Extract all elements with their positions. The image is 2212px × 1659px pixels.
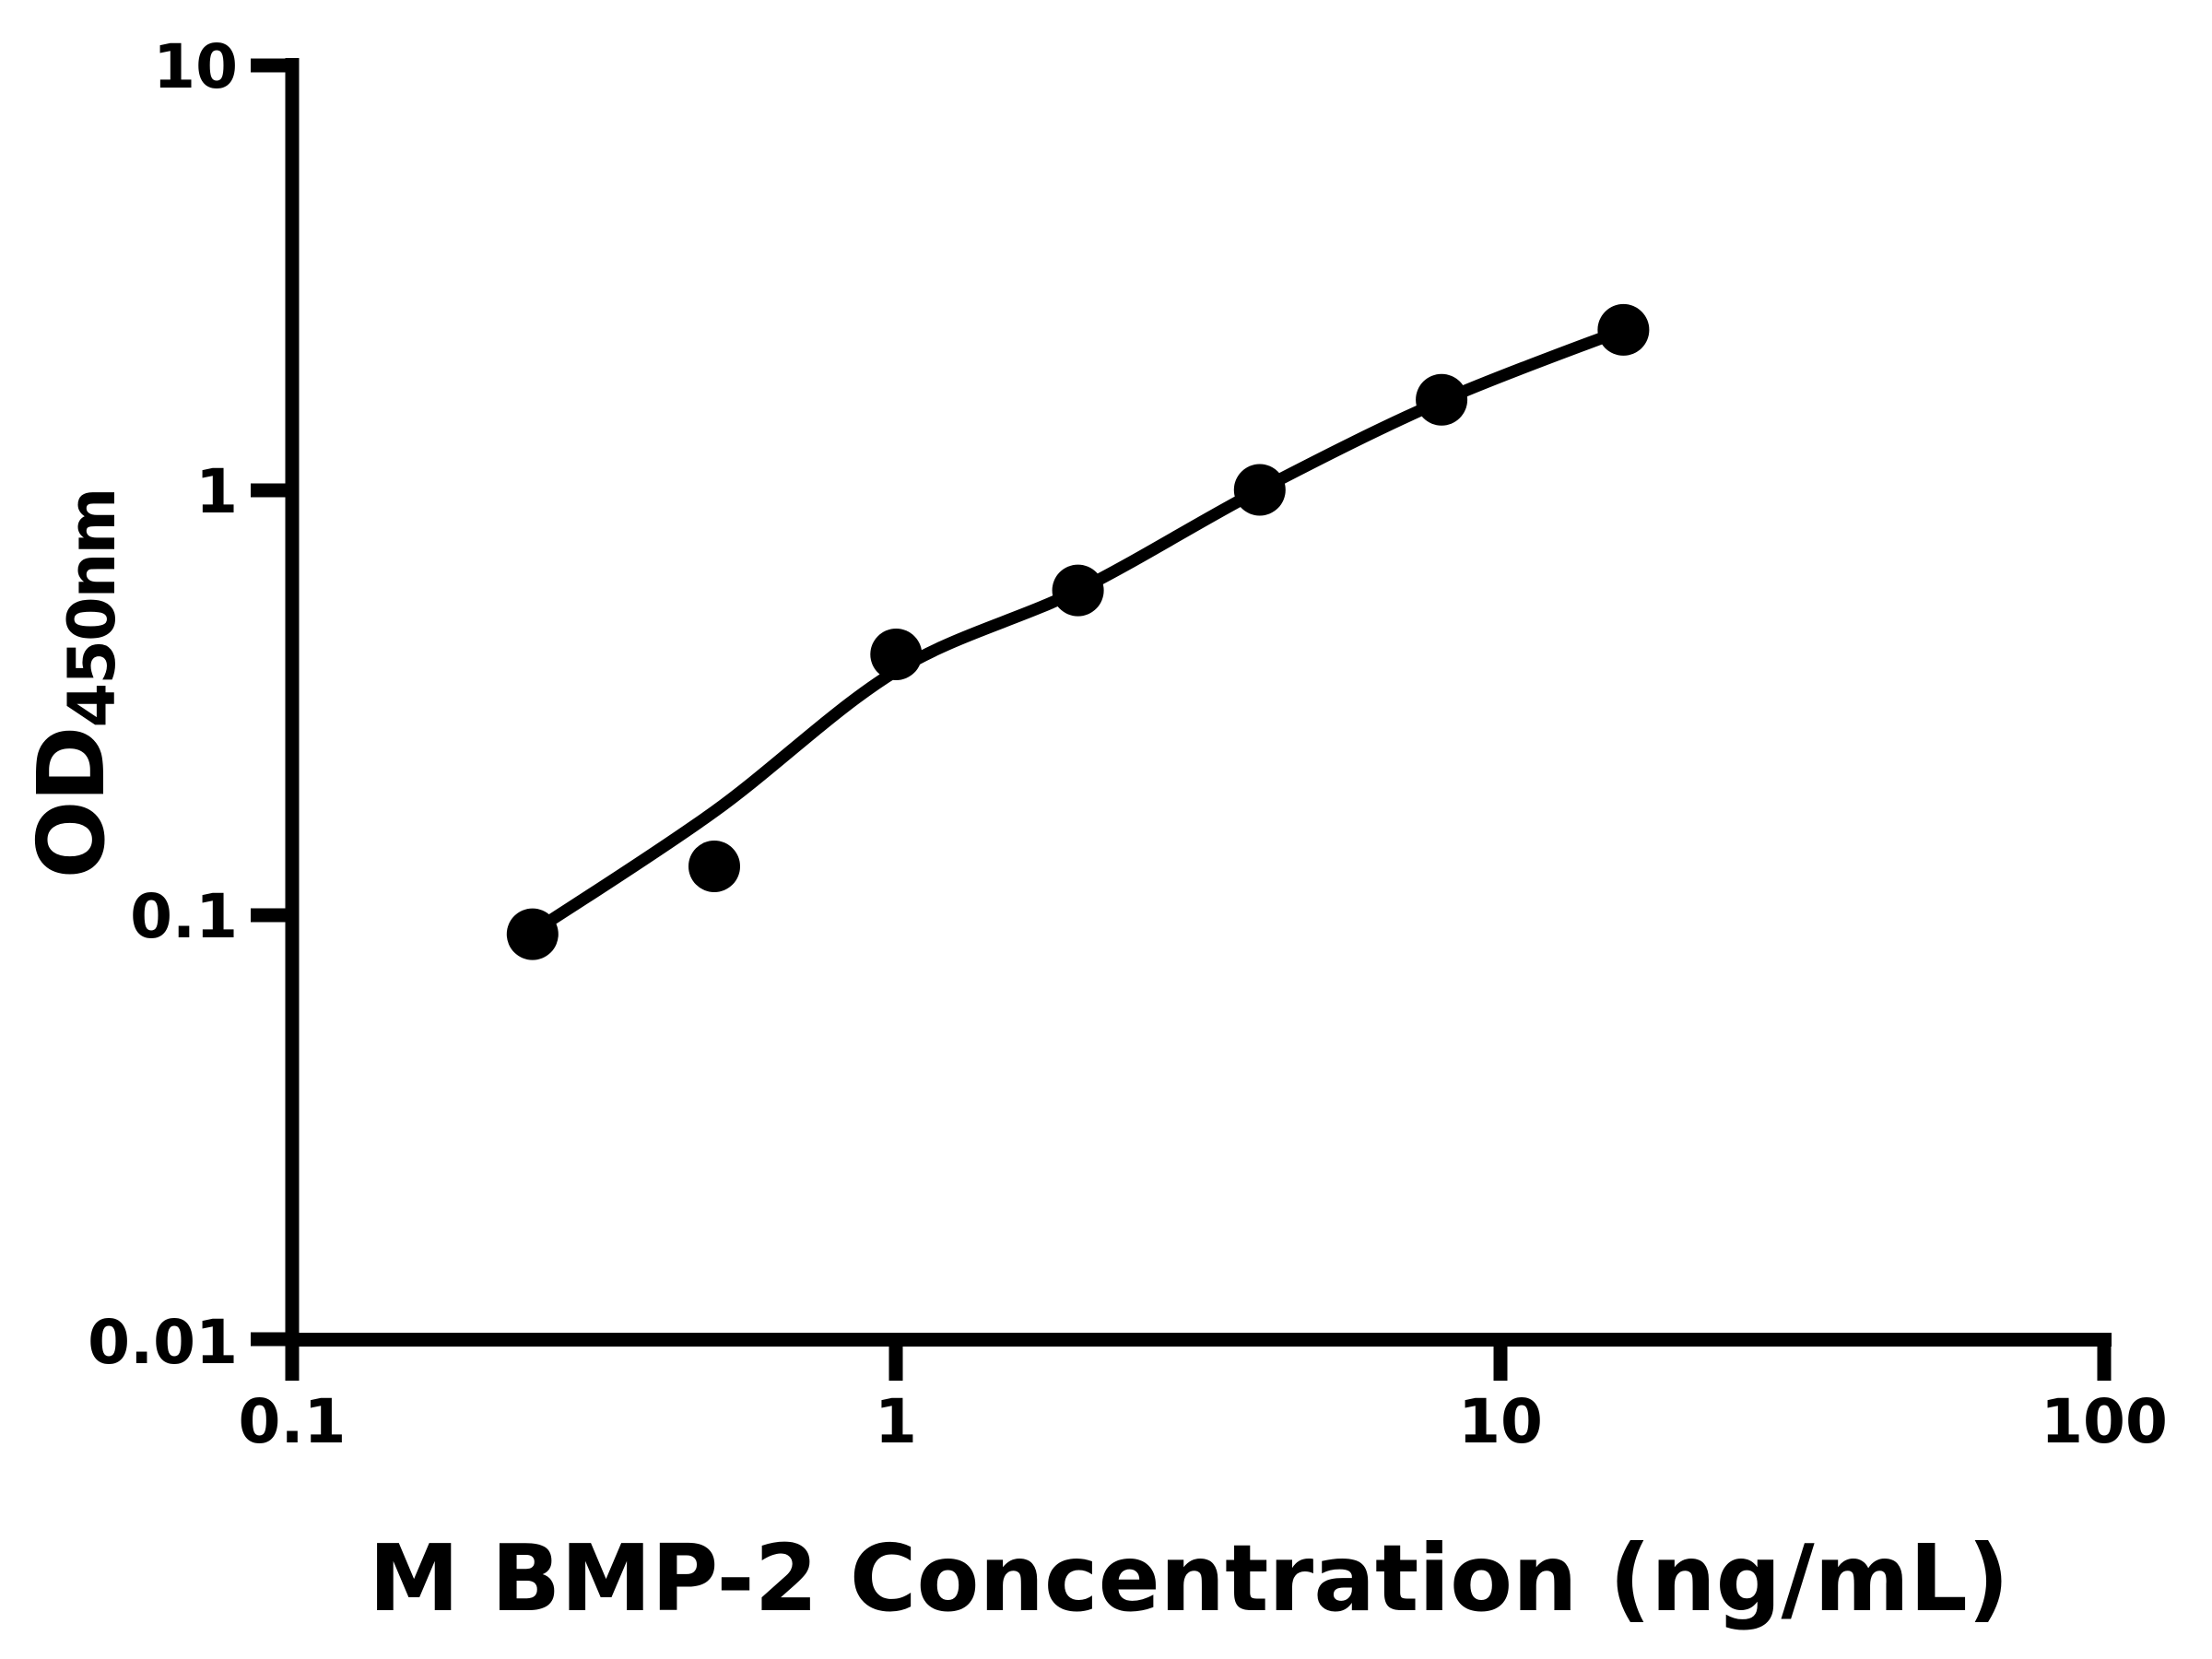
y-tick-label-0.1: 0.1 <box>130 881 238 952</box>
data-points <box>506 303 1650 960</box>
x-tick-label-0.1: 0.1 <box>239 1386 347 1457</box>
y-axis-title-subscript: 450nm <box>54 489 130 728</box>
y-tick-label-10: 10 <box>153 31 238 102</box>
x-tick-label-1: 1 <box>875 1386 917 1457</box>
y-tick-label-0.01: 0.01 <box>88 1307 238 1378</box>
y-axis-title: OD450nm <box>18 489 130 879</box>
x-tick-label-100: 100 <box>2041 1386 2168 1457</box>
x-tick-label-10: 10 <box>1458 1386 1543 1457</box>
data-point <box>1597 303 1650 356</box>
data-point <box>1233 464 1286 516</box>
x-axis-title: M BMP-2 Concentration (ng/mL) <box>369 1524 2009 1632</box>
data-point <box>688 841 740 892</box>
y-axis-title-main: OD <box>18 727 125 878</box>
data-point <box>1416 373 1468 426</box>
y-tick-label-1: 1 <box>195 456 238 527</box>
fit-curve <box>526 324 1630 938</box>
data-point <box>870 629 923 680</box>
data-point <box>1052 564 1104 617</box>
x-axis-ticks <box>285 1339 2112 1381</box>
data-point <box>506 908 559 960</box>
